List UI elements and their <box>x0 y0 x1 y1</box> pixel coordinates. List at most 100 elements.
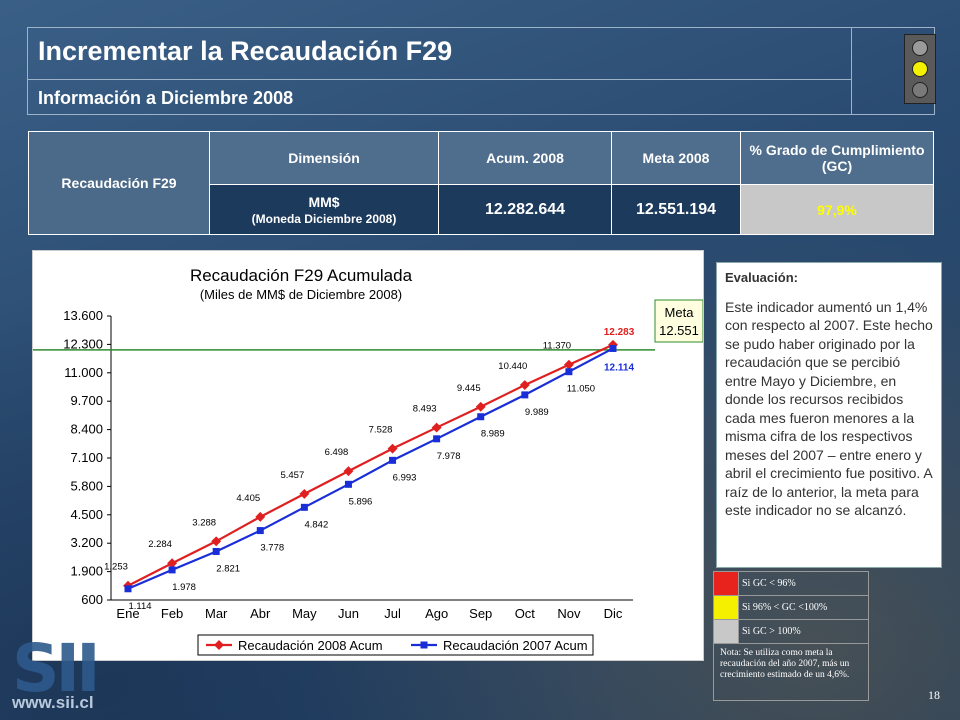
x-tick-label: Ene <box>116 606 139 621</box>
x-tick-label: Jun <box>338 606 359 621</box>
data-point-2007 <box>389 456 397 464</box>
data-point-2008 <box>475 401 486 412</box>
evaluation-panel: Evaluación: Este indicador aumentó un 1,… <box>716 262 942 568</box>
evaluation-text: Este indicador aumentó un 1,4% con respe… <box>725 298 933 519</box>
header-gc: % Grado de Cumplimiento (GC) <box>740 131 934 185</box>
y-tick-label: 8.400 <box>70 422 103 437</box>
x-tick-label: Jul <box>384 606 401 621</box>
data-label: 1.114 <box>128 601 151 612</box>
x-tick-label: Oct <box>515 606 536 621</box>
y-tick-label: 3.200 <box>70 535 103 550</box>
data-point-2007 <box>521 391 529 399</box>
data-point-2008 <box>211 536 222 547</box>
page-subtitle: Información a Diciembre 2008 <box>28 80 852 115</box>
data-label: 4.405 <box>236 493 260 504</box>
legend-marker <box>420 641 428 649</box>
sii-logo: SII www.sii.cl <box>10 636 120 716</box>
data-label: 9.445 <box>457 383 481 394</box>
x-tick-label: Nov <box>557 606 581 621</box>
legend-swatch-yellow <box>713 595 739 620</box>
data-point-2008 <box>519 380 530 390</box>
data-point-2007 <box>565 368 573 376</box>
data-label: 8.493 <box>413 404 437 415</box>
x-tick-label: Mar <box>205 606 228 621</box>
y-tick-label: 9.700 <box>70 393 103 408</box>
data-point-2007 <box>212 547 220 555</box>
color-legend-table: Si GC < 96% Si 96% < GC <100% Si GC > 10… <box>713 571 869 701</box>
data-label: 5.457 <box>280 470 304 481</box>
traffic-light-bottom <box>912 82 928 98</box>
x-tick-label: Sep <box>469 606 492 621</box>
y-tick-label: 12.300 <box>63 336 103 351</box>
x-tick-label: Abr <box>250 606 271 621</box>
acum-value: 12.282.644 <box>438 184 612 235</box>
y-tick-label: 7.100 <box>70 450 103 465</box>
data-label: 3.288 <box>192 517 216 528</box>
chart-legend-box <box>197 634 594 656</box>
x-tick-label: May <box>292 606 317 621</box>
data-label: 11.370 <box>543 341 571 352</box>
dimension-note: (Moneda Diciembre 2008) <box>251 211 397 226</box>
line-chart: Recaudación F29 Acumulada (Miles de MM$ d… <box>33 266 704 656</box>
data-label: 2.284 <box>148 539 172 550</box>
data-label: 3.778 <box>260 543 284 554</box>
legend-note: Nota: Se utiliza como meta la recaudació… <box>713 643 869 701</box>
logo-mark: SII <box>12 630 101 707</box>
data-point-2008 <box>167 558 178 569</box>
data-point-2007 <box>256 527 264 535</box>
data-label: 6.498 <box>325 447 349 458</box>
data-point-2008 <box>343 466 354 477</box>
evaluation-title: Evaluación: <box>725 270 798 285</box>
y-tick-label: 600 <box>81 592 103 607</box>
data-point-2008 <box>299 488 310 499</box>
data-label: 11.050 <box>567 384 595 395</box>
data-label: 6.993 <box>393 472 417 483</box>
row-label: Recaudación F29 <box>28 131 210 235</box>
data-label: 10.440 <box>498 361 527 372</box>
page-number: 18 <box>928 688 940 702</box>
data-point-2007 <box>609 344 617 352</box>
legend-marker <box>214 640 224 650</box>
data-label: 9.989 <box>525 407 549 418</box>
legend-text-yellow: Si 96% < GC <100% <box>738 595 869 620</box>
traffic-light-middle <box>912 61 928 77</box>
x-tick-label: Feb <box>161 606 183 621</box>
x-tick-label: Ago <box>425 606 448 621</box>
meta-value-label: 12.551 <box>659 323 699 338</box>
data-point-2007 <box>300 503 308 511</box>
legend-text-grey: Si GC > 100% <box>738 619 869 644</box>
y-tick-label: 11.000 <box>64 365 103 380</box>
data-point-2008 <box>255 511 266 522</box>
header-dimension: Dimensión <box>209 131 439 185</box>
chart-title: Recaudación F29 Acumulada <box>190 266 413 285</box>
data-point-2007 <box>168 566 176 574</box>
chart-subtitle: (Miles de MM$ de Diciembre 2008) <box>200 287 402 302</box>
x-tick-label: Dic <box>604 606 623 621</box>
data-label: 7.528 <box>369 425 393 436</box>
traffic-light-top <box>912 40 928 56</box>
meta-label-box <box>654 299 704 343</box>
y-tick-label: 5.800 <box>70 478 103 493</box>
data-label: 2.821 <box>216 563 240 574</box>
page-title: Incrementar la Recaudación F29 <box>28 28 852 80</box>
data-label: 4.842 <box>304 519 328 530</box>
data-point-2007 <box>477 413 485 421</box>
data-point-2008 <box>431 422 442 433</box>
website-url: www.sii.cl <box>12 693 94 712</box>
y-tick-label: 1.900 <box>70 564 103 579</box>
y-tick-label: 13.600 <box>63 308 103 323</box>
dimension-cell: MM$ (Moneda Diciembre 2008) <box>209 184 439 235</box>
summary-table: Recaudación F29 Dimensión Acum. 2008 Met… <box>28 131 934 235</box>
data-label: 12.114 <box>604 362 634 373</box>
legend-swatch-red <box>713 571 739 596</box>
data-label: 5.896 <box>349 496 373 507</box>
series-line-2007 <box>127 347 614 590</box>
data-label: 7.978 <box>437 451 461 462</box>
data-label: 8.989 <box>481 429 505 440</box>
meta-value: 12.551.194 <box>611 184 741 235</box>
data-label: 1.253 <box>104 562 128 573</box>
traffic-light-icon <box>878 28 936 115</box>
title-box: Incrementar la Recaudación F29 Informaci… <box>27 27 936 115</box>
data-point-2007 <box>433 435 441 443</box>
header-meta: Meta 2008 <box>611 131 741 185</box>
